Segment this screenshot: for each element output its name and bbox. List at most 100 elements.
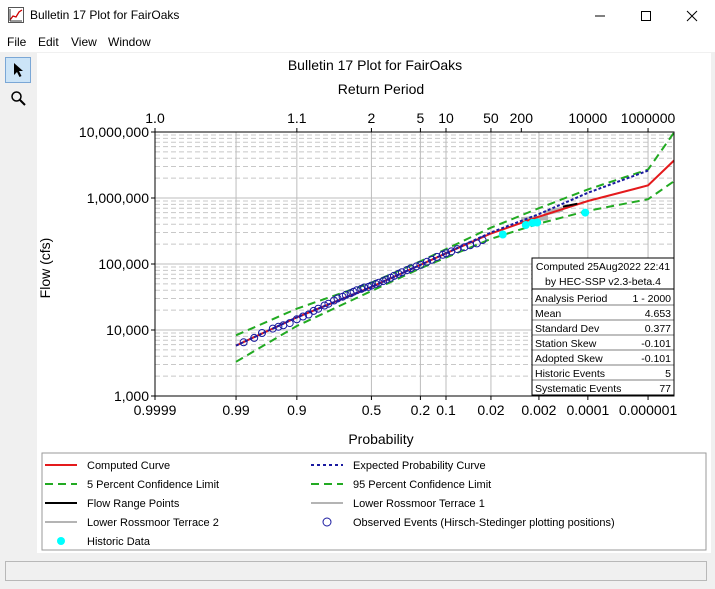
menu-edit[interactable]: Edit [38,35,59,49]
observed-event-point [412,262,421,271]
series-line [235,180,675,363]
top-axis-title: Return Period [338,81,424,97]
menu-view[interactable]: View [71,35,97,49]
x-tick-label: 0.9 [287,402,307,418]
stats-row-value: -0.101 [641,338,671,350]
stats-row-value: 1 - 2000 [632,293,671,305]
stats-row-label: Mean [535,308,561,320]
status-bar [5,561,707,581]
chart-title: Bulletin 17 Plot for FairOaks [288,57,462,73]
x-axis-title: Probability [348,431,413,447]
observed-event-point [460,243,469,252]
y-tick-label: 10,000 [106,322,149,338]
top-tick-label: 5 [417,110,425,126]
terrace-line [521,215,549,223]
legend-label: Historic Data [87,536,151,548]
observed-event-point [258,329,266,337]
stats-header-computed: Computed 25Aug2022 22:41 [536,261,670,273]
close-button[interactable] [669,0,715,31]
x-tick-label: 0.000001 [619,402,678,418]
legend-label: Computed Curve [87,460,170,472]
plot-panel: Bulletin 17 Plot for FairOaks Return Per… [37,53,711,553]
close-icon [686,10,698,21]
x-tick-label: 0.99 [222,402,249,418]
observed-event-point [433,252,441,261]
legend-label: Flow Range Points [87,498,180,510]
observed-event-point [268,324,277,333]
observed-event-point [397,268,406,277]
stats-row-value: 4.653 [645,308,671,320]
x-tick-label: 0.02 [477,402,504,418]
legend-label: Lower Rossmoor Terrace 2 [87,517,219,529]
series-line [562,202,578,208]
observed-event-point [285,319,294,328]
stats-row-value: -0.101 [641,353,671,365]
stats-row-label: Analysis Period [535,293,608,305]
observed-event-point [374,278,383,287]
title-bar: Bulletin 17 Plot for FairOaks [0,0,715,31]
stats-row-value: 77 [659,383,671,395]
stats-row-label: Historic Events [535,368,605,380]
observed-event-point [367,281,376,290]
legend-label: 95 Percent Confidence Limit [353,479,491,491]
maximize-button[interactable] [623,0,669,31]
historic-data-point [521,221,530,229]
observed-event-point [299,312,307,321]
observed-event-point [352,286,361,295]
observed-event-point [382,275,391,284]
legend-label: 5 Percent Confidence Limit [87,479,219,491]
observed-event-point [360,283,369,292]
series-line [235,169,649,347]
stats-row-value: 0.377 [645,323,671,335]
top-tick-label: 1.1 [287,110,307,126]
observed-event-point [320,301,329,310]
tool-strip [5,57,33,113]
pointer-tool-button[interactable] [5,57,31,83]
zoom-tool-button[interactable] [5,85,31,111]
chart-app-icon [8,7,24,23]
y-axis-title: Flow (cfs) [37,238,53,299]
observed-event-point [453,245,462,254]
x-tick-label: 0.5 [362,402,382,418]
observed-event-point [416,260,425,269]
maximize-icon [641,10,651,21]
top-tick-label: 50 [483,110,499,126]
x-tick-label: 0.002 [521,402,556,418]
legend-swatch [322,517,332,527]
window-title: Bulletin 17 Plot for FairOaks [30,8,180,22]
menu-bar: File Edit View Window [0,31,715,52]
minimize-icon [595,15,605,16]
top-tick-label: 1000000 [621,110,676,126]
historic-data-point [533,218,542,227]
observed-event-point [314,304,323,313]
observed-event-point [274,322,283,331]
series-line [235,132,675,337]
menu-window[interactable]: Window [108,35,151,49]
x-tick-label: 0.1 [436,402,456,418]
observed-event-point [478,236,487,245]
observed-event-point [423,257,431,266]
observed-event-point [239,338,248,347]
stats-row-label: Systematic Events [535,383,621,395]
observed-event-point [250,333,259,342]
y-tick-label: 100,000 [98,256,149,272]
top-tick-label: 2 [368,110,376,126]
y-tick-label: 1,000,000 [87,190,149,206]
pointer-arrow-icon [14,63,23,77]
observed-event-point [403,266,412,274]
top-tick-label: 10 [438,110,454,126]
observed-event-point [442,249,450,258]
stats-header-version: by HEC-SSP v2.3-beta.4 [545,276,661,288]
top-tick-label: 200 [510,110,534,126]
top-tick-label: 10000 [568,110,607,126]
x-tick-label: 0.9999 [134,402,177,418]
y-tick-label: 10,000,000 [79,124,149,140]
stats-row-label: Station Skew [535,338,597,350]
menu-file[interactable]: File [7,35,27,49]
minimize-button[interactable] [577,0,623,31]
legend-label: Lower Rossmoor Terrace 1 [353,498,485,510]
observed-event-point [406,264,415,273]
x-tick-label: 0.0001 [566,402,609,418]
historic-data-point [498,230,507,239]
observed-event-point [341,290,350,299]
